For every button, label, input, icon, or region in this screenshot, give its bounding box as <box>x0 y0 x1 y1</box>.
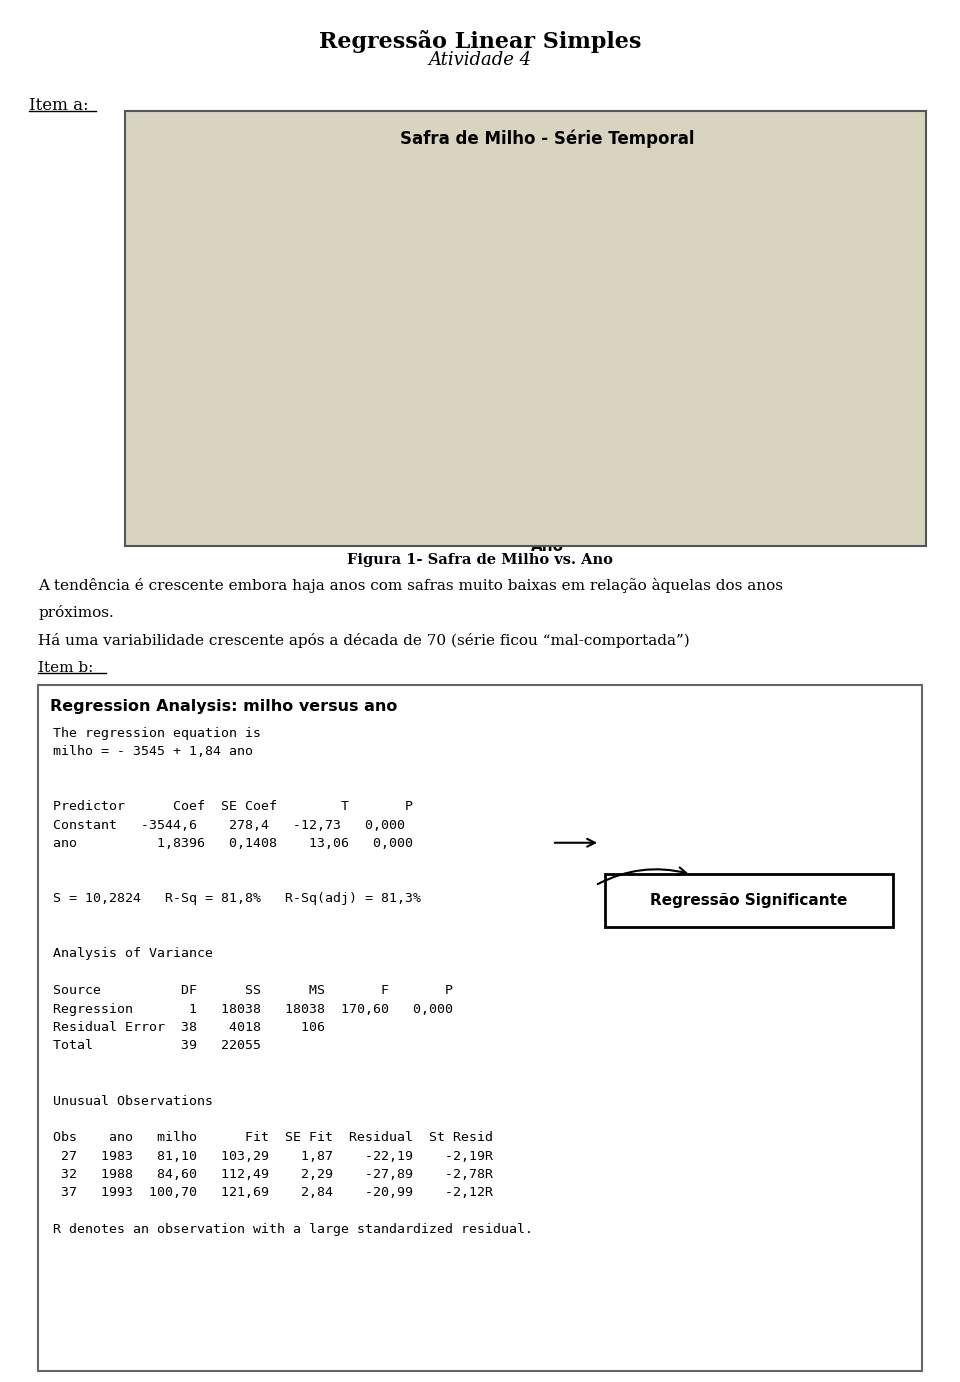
Text: próximos.: próximos. <box>38 605 114 621</box>
Point <box>532 399 547 422</box>
Text: Regression       1   18038   18038  170,60   0,000: Regression 1 18038 18038 170,60 0,000 <box>53 1003 453 1016</box>
Point <box>484 399 499 422</box>
Point <box>468 329 483 351</box>
Point <box>499 344 515 366</box>
Text: milho = - 3545 + 1,84 ano: milho = - 3545 + 1,84 ano <box>53 745 252 759</box>
Point <box>580 333 595 355</box>
Text: Predictor      Coef  SE Coef        T       P: Predictor Coef SE Coef T P <box>53 800 413 814</box>
Text: Unusual Observations: Unusual Observations <box>53 1095 213 1107</box>
Text: 37   1993  100,70   121,69    2,84    -20,99    -2,12R: 37 1993 100,70 121,69 2,84 -20,99 -2,12R <box>53 1186 492 1200</box>
Text: Figura 1- Safra de Milho vs. Ano: Figura 1- Safra de Milho vs. Ano <box>348 553 612 567</box>
Text: Regressão Linear Simples: Regressão Linear Simples <box>319 30 641 54</box>
Point <box>244 467 259 489</box>
Text: Total           39   22055: Total 39 22055 <box>53 1039 261 1053</box>
Point <box>739 351 755 373</box>
Point <box>628 257 643 279</box>
Point <box>724 224 739 246</box>
Text: The regression equation is: The regression equation is <box>53 727 261 739</box>
Text: Regressão Significante: Regressão Significante <box>650 893 848 908</box>
Text: Atividade 4: Atividade 4 <box>428 51 532 69</box>
Point <box>804 180 819 202</box>
Point <box>820 292 835 314</box>
Text: ano          1,8396   0,1408    13,06   0,000: ano 1,8396 0,1408 13,06 0,000 <box>53 837 413 850</box>
Point <box>324 426 339 448</box>
Text: Item b:: Item b: <box>38 661 94 674</box>
Point <box>595 333 611 355</box>
Point <box>708 272 723 294</box>
Point <box>276 426 291 448</box>
Text: 27   1983   81,10   103,29    1,87    -22,19    -2,19R: 27 1983 81,10 103,29 1,87 -22,19 -2,19R <box>53 1150 492 1162</box>
Point <box>259 430 275 452</box>
Point <box>372 388 387 410</box>
Point <box>436 347 451 369</box>
Point <box>643 329 659 351</box>
Point <box>403 370 419 392</box>
Point <box>691 261 707 283</box>
Point <box>852 195 867 217</box>
Point <box>228 482 243 504</box>
Point <box>451 307 467 329</box>
Point <box>388 395 403 417</box>
Point <box>340 419 355 441</box>
Point <box>420 370 435 392</box>
Text: R denotes an observation with a large standardized residual.: R denotes an observation with a large st… <box>53 1223 533 1237</box>
Point <box>355 392 371 415</box>
Point <box>612 292 627 314</box>
Point <box>564 336 579 358</box>
Text: Safra de Milho - Série Temporal: Safra de Milho - Série Temporal <box>400 130 694 148</box>
Point <box>292 437 307 459</box>
Text: Constant   -3544,6    278,4   -12,73   0,000: Constant -3544,6 278,4 -12,73 0,000 <box>53 818 405 832</box>
Point <box>660 366 675 388</box>
Text: Source          DF      SS      MS       F       P: Source DF SS MS F P <box>53 984 453 998</box>
Text: Regression Analysis: milho versus ano: Regression Analysis: milho versus ano <box>50 699 397 714</box>
Point <box>516 347 531 369</box>
Text: Residual Error  38    4018     106: Residual Error 38 4018 106 <box>53 1021 324 1034</box>
Text: A tendência é crescente embora haja anos com safras muito baixas em relação àque: A tendência é crescente embora haja anos… <box>38 578 783 593</box>
Text: 32   1988   84,60   112,49    2,29    -27,89    -2,78R: 32 1988 84,60 112,49 2,29 -27,89 -2,78R <box>53 1168 492 1182</box>
Point <box>547 351 563 373</box>
X-axis label: Ano: Ano <box>531 539 564 554</box>
Point <box>835 149 851 171</box>
Text: Item a:: Item a: <box>29 97 88 113</box>
Text: S = 10,2824   R-Sq = 81,8%   R-Sq(adj) = 81,3%: S = 10,2824 R-Sq = 81,8% R-Sq(adj) = 81,… <box>53 893 420 905</box>
Text: Obs    ano   milho      Fit  SE Fit  Residual  St Resid: Obs ano milho Fit SE Fit Residual St Res… <box>53 1132 492 1144</box>
Point <box>307 415 323 437</box>
Text: Há uma variabilidade crescente após a década de 70 (série ficou “mal-comportada”: Há uma variabilidade crescente após a dé… <box>38 633 690 648</box>
Point <box>787 235 803 257</box>
Y-axis label: Safra de Milho (alqueires/acre): Safra de Milho (alqueires/acre) <box>134 223 147 427</box>
Text: Analysis of Variance: Analysis of Variance <box>53 948 213 960</box>
Point <box>756 221 771 243</box>
Point <box>676 257 691 279</box>
Point <box>772 228 787 250</box>
